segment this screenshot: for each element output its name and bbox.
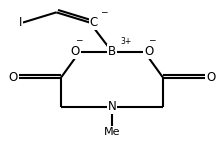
Text: Me: Me	[104, 127, 120, 137]
Text: C: C	[90, 16, 98, 29]
Text: −: −	[148, 36, 156, 45]
Text: I: I	[18, 16, 22, 29]
Text: O: O	[71, 45, 80, 58]
Text: −: −	[75, 36, 82, 45]
Text: −: −	[100, 7, 108, 16]
Text: O: O	[8, 71, 17, 84]
Text: 3+: 3+	[121, 37, 132, 46]
Text: O: O	[207, 71, 216, 84]
Text: O: O	[144, 45, 153, 58]
Text: N: N	[108, 101, 116, 113]
Text: B: B	[108, 45, 116, 58]
